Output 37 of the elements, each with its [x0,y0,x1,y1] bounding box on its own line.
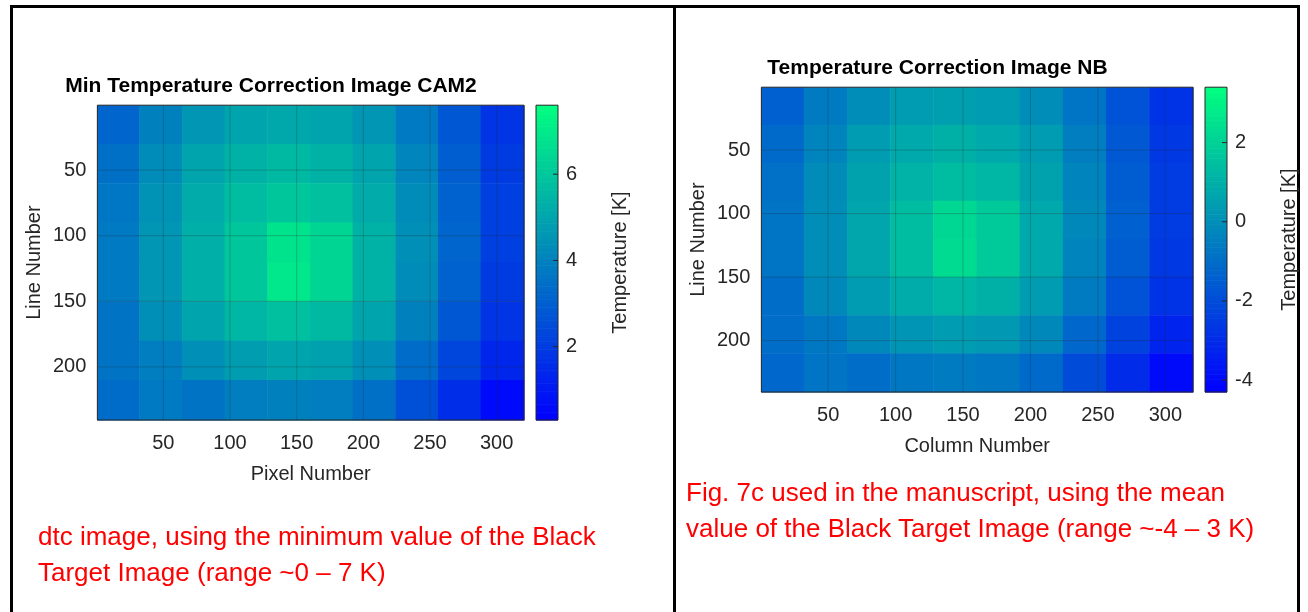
x-tick-label: 100 [213,430,247,453]
x-tick-label: 250 [1081,402,1115,425]
x-tick-label: 200 [1013,402,1048,425]
text: dtc image, using the minimum value of the Black Target Image (range ~0 – 7 K) [38,520,597,589]
y-tick-label: 200 [52,354,87,377]
x-tick-label: 50 [817,402,840,425]
y-tick-label: 100 [52,223,87,246]
x-tick-label: 300 [1148,402,1183,425]
x-tick-label: 150 [946,402,980,425]
y-tick-label: 200 [716,328,751,351]
color-bar-label: 4 [566,247,578,270]
color-bar-label: -2 [1235,288,1253,311]
x-tick-label: 50 [152,430,175,453]
x-tick-label: 250 [413,430,447,453]
y-tick-label: 100 [716,201,751,224]
y-tick-label: 50 [728,137,751,160]
color-bar-label: 0 [1235,209,1247,232]
x-tick-label: 300 [479,430,514,453]
chart-title: Temperature Correction Image NB [767,55,1108,79]
y-axis-title: Line Number [21,205,44,320]
color-bar-label: 2 [566,334,578,357]
color-bar-label: 2 [1235,130,1247,153]
y-tick-label: 150 [716,264,751,287]
x-tick-label: 100 [878,402,913,425]
y-tick-label: 50 [64,157,87,180]
x-axis-title: Column Number [904,433,1051,456]
color-bar-title: Temperature [K] [607,191,630,334]
y-tick-label: 150 [52,288,87,311]
chart-title: Min Temperature Correction Image CAM2 [65,73,477,97]
x-tick-label: 150 [280,430,314,453]
color-bar-label: -4 [1235,367,1253,390]
caption: Fig. 7c used in the manuscript, using the mean value of the Black Target Image (range ~-4 – 3 K) [686,476,1256,545]
y-axis-title: Line Number [685,182,708,297]
x-tick-label: 200 [346,430,381,453]
x-axis-title: Pixel Number [250,461,372,484]
color-bar-title: Temperature [K] [1276,168,1299,311]
color-bar-label: 6 [566,161,578,184]
